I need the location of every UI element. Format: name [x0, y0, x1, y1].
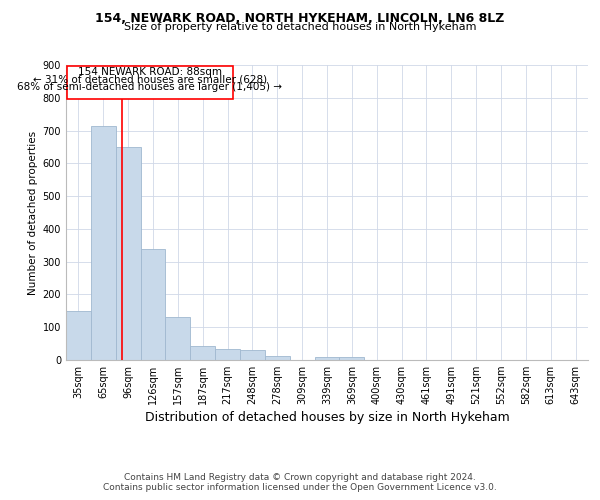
Text: ← 31% of detached houses are smaller (628): ← 31% of detached houses are smaller (62…	[33, 74, 267, 85]
Y-axis label: Number of detached properties: Number of detached properties	[28, 130, 38, 294]
Text: Size of property relative to detached houses in North Hykeham: Size of property relative to detached ho…	[124, 22, 476, 32]
Bar	[265, 356, 290, 360]
Text: 154 NEWARK ROAD: 88sqm: 154 NEWARK ROAD: 88sqm	[78, 67, 222, 77]
Bar	[116, 147, 140, 360]
X-axis label: Distribution of detached houses by size in North Hykeham: Distribution of detached houses by size …	[145, 412, 509, 424]
Bar	[66, 311, 91, 360]
Bar	[190, 346, 215, 360]
Bar	[215, 348, 240, 360]
Text: 68% of semi-detached houses are larger (1,405) →: 68% of semi-detached houses are larger (…	[17, 82, 283, 92]
Bar	[91, 126, 116, 360]
Bar	[314, 356, 340, 360]
Text: Contains HM Land Registry data © Crown copyright and database right 2024.: Contains HM Land Registry data © Crown c…	[124, 474, 476, 482]
Bar	[140, 248, 166, 360]
Bar	[240, 350, 265, 360]
Bar	[340, 356, 364, 360]
Text: Contains public sector information licensed under the Open Government Licence v3: Contains public sector information licen…	[103, 484, 497, 492]
Bar	[166, 318, 190, 360]
FancyBboxPatch shape	[67, 66, 233, 100]
Text: 154, NEWARK ROAD, NORTH HYKEHAM, LINCOLN, LN6 8LZ: 154, NEWARK ROAD, NORTH HYKEHAM, LINCOLN…	[95, 12, 505, 26]
